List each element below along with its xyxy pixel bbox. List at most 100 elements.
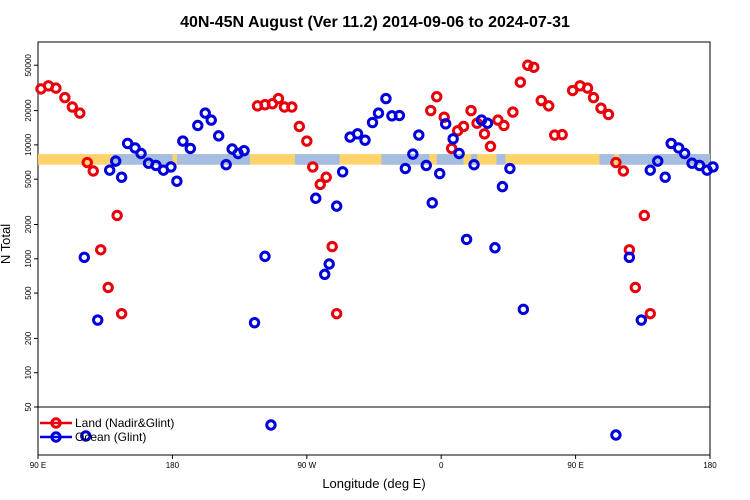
land-point xyxy=(87,165,99,177)
ocean-point xyxy=(504,162,516,175)
land-point xyxy=(507,106,519,118)
land-point xyxy=(587,91,600,104)
ocean-point-below-range xyxy=(610,429,622,441)
plot-frame xyxy=(37,41,711,408)
ocean-point xyxy=(460,233,473,246)
chart-title: 40N-45N August (Ver 11.2) 2014-09-06 to … xyxy=(180,14,570,31)
x-tick-label: 90 E xyxy=(30,461,46,470)
land-point xyxy=(111,209,123,222)
ocean-point-below-range xyxy=(265,419,277,431)
ocean-point xyxy=(439,118,452,130)
land-point xyxy=(74,107,86,119)
ocean-point xyxy=(623,251,636,264)
ocean-point xyxy=(707,161,719,173)
land-point xyxy=(457,120,470,133)
land-point xyxy=(581,82,594,94)
land-point xyxy=(95,244,107,256)
land-point xyxy=(484,140,497,153)
land-point xyxy=(556,128,568,141)
y-axis-label: N Total xyxy=(0,224,13,264)
land-point xyxy=(115,307,128,320)
ocean-point xyxy=(78,251,90,264)
ocean-point xyxy=(171,175,183,187)
ocean-point xyxy=(135,147,147,160)
ocean-point-below-range xyxy=(80,430,92,442)
land-point xyxy=(314,178,326,191)
band-segment xyxy=(618,154,710,165)
legend-land-marker xyxy=(50,417,62,429)
land-point xyxy=(478,128,491,140)
legend-ocean-label: Ocean (Glint) xyxy=(75,430,146,444)
ocean-point xyxy=(678,147,691,160)
ocean-point xyxy=(129,142,141,154)
land-point xyxy=(301,135,313,147)
ocean-point xyxy=(489,242,501,254)
ocean-point xyxy=(319,268,331,281)
ocean-point xyxy=(399,162,412,175)
ocean-point xyxy=(372,107,385,119)
reference-band xyxy=(38,154,710,165)
band-segment xyxy=(294,154,340,165)
ocean-point xyxy=(248,316,261,329)
land-point xyxy=(465,104,477,117)
ocean-point xyxy=(184,142,197,155)
y-tick-label: 2000 xyxy=(24,215,33,233)
ocean-point xyxy=(426,197,438,209)
ocean-point xyxy=(212,130,225,142)
band-base xyxy=(38,154,710,165)
ocean-point xyxy=(447,133,459,145)
ocean-point xyxy=(351,128,364,140)
legend-land-label: Land (Nadir&Glint) xyxy=(75,416,174,430)
y-tick-label: 200 xyxy=(24,331,33,345)
ocean-point xyxy=(366,116,379,129)
y-tick-label: 50000 xyxy=(24,54,33,77)
x-tick-label: 180 xyxy=(166,461,180,470)
land-point xyxy=(602,108,615,121)
ocean-point xyxy=(109,155,122,167)
land-point xyxy=(307,161,319,173)
ocean-point xyxy=(380,92,392,105)
ocean-point xyxy=(393,109,406,122)
ocean-point xyxy=(659,171,671,183)
band-segment xyxy=(599,154,615,165)
land-point xyxy=(330,307,343,320)
land-point xyxy=(514,76,527,88)
ocean-point xyxy=(644,164,656,176)
ocean-series xyxy=(78,92,719,442)
land-point xyxy=(272,92,285,105)
ocean-point xyxy=(310,192,322,204)
land-point xyxy=(66,101,79,113)
ocean-point xyxy=(323,258,335,270)
x-tick-label: 90 W xyxy=(297,461,316,470)
land-point xyxy=(566,84,579,97)
band-segment xyxy=(496,154,506,165)
land-point xyxy=(535,94,547,107)
ocean-point xyxy=(220,158,232,171)
ocean-point xyxy=(453,147,465,160)
x-axis-label: Longitude (deg E) xyxy=(322,476,425,491)
band-segment xyxy=(176,154,251,165)
y-tick-label: 5000 xyxy=(24,170,33,188)
land-point xyxy=(638,209,650,222)
band-segment xyxy=(436,154,464,165)
y-tick-label: 10000 xyxy=(24,133,33,156)
ocean-point xyxy=(336,166,349,178)
x-tick-label: 0 xyxy=(439,461,444,470)
land-point xyxy=(522,59,534,71)
ocean-point xyxy=(413,129,425,141)
ocean-point xyxy=(407,148,419,160)
land-point xyxy=(617,165,630,177)
band-segment xyxy=(381,154,430,165)
ocean-point xyxy=(115,171,128,183)
ocean-point xyxy=(496,180,509,193)
below-range-panel xyxy=(37,406,711,456)
land-point xyxy=(326,240,338,253)
x-axis: 90 E 180 90 W 0 90 E 180 xyxy=(30,455,717,470)
x-tick-label: 90 E xyxy=(567,461,583,470)
y-axis: 50 100 200 500 1000 2000 5000 10000 20000 50000 xyxy=(24,54,38,411)
ocean-point xyxy=(693,159,706,172)
ocean-point xyxy=(165,161,177,173)
ocean-point xyxy=(330,200,343,212)
ocean-point xyxy=(192,119,204,132)
